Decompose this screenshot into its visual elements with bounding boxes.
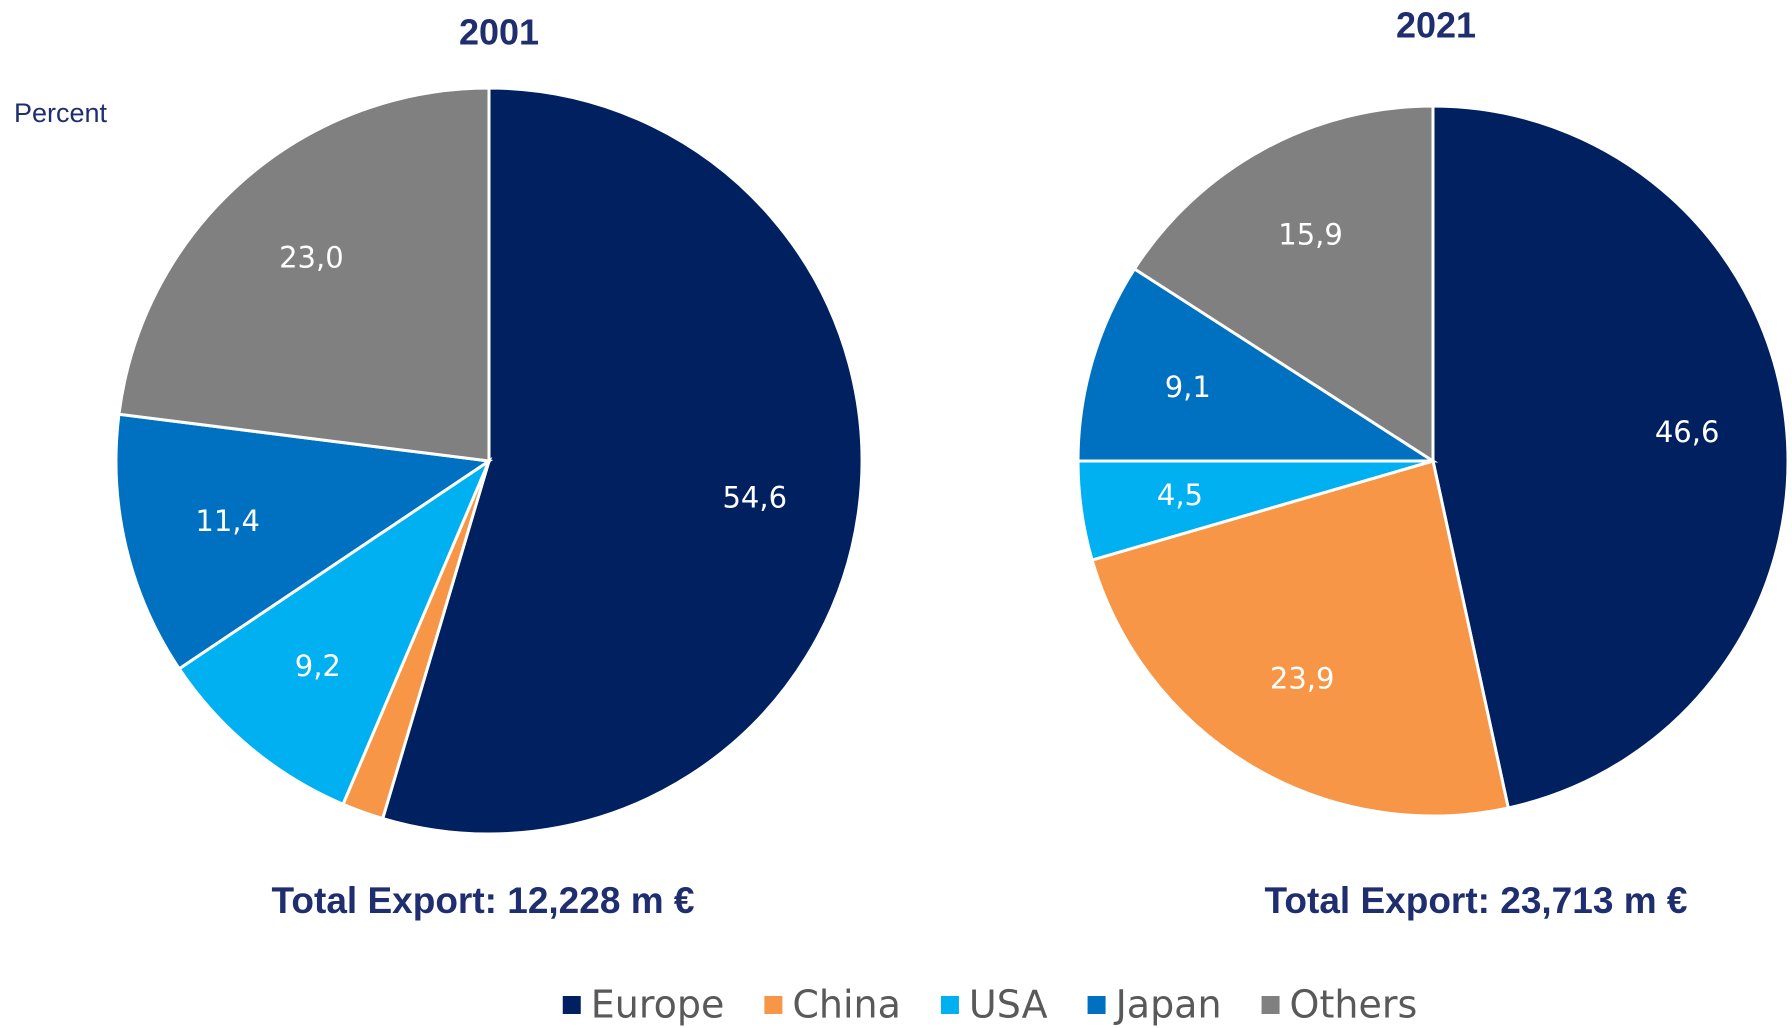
data-label: 23,9 [1270,662,1335,696]
chart-title: 2021 [1396,5,1476,46]
legend-label: USA [969,983,1048,1027]
legend: Europe China USA Japan Others [562,983,1418,1027]
legend-label: Europe [591,983,725,1027]
legend-swatch [1087,996,1106,1014]
legend-swatch [1261,996,1280,1014]
pie-slice [1076,266,1439,463]
total-export: Total Export: 12,228 m € [272,880,695,921]
legend-label: Japan [1114,983,1222,1027]
pie-slice [380,86,864,836]
chart-title: 2001 [459,12,539,53]
unit-label: Percent [14,98,108,128]
data-label: 11,4 [195,504,260,538]
pie-slice [1431,104,1790,810]
pie-slice [1132,104,1435,464]
data-label: 15,9 [1278,218,1343,252]
legend-label: China [792,983,901,1027]
pie-slice [117,86,491,463]
data-label: 23,0 [279,241,344,275]
pie-slice [114,412,494,671]
legend-swatch [764,996,783,1014]
pie-slice [177,456,493,807]
data-label: 46,6 [1655,415,1720,449]
data-label: 4,5 [1157,478,1203,512]
legend-swatch [562,996,581,1014]
legend-swatch [940,996,959,1014]
pie-slice [1090,459,1511,818]
total-export: Total Export: 23,713 m € [1265,880,1688,921]
data-label: 9,1 [1165,370,1211,404]
data-label: 54,6 [722,481,787,515]
legend-label: Others [1290,983,1418,1027]
data-label: 9,2 [295,649,341,683]
